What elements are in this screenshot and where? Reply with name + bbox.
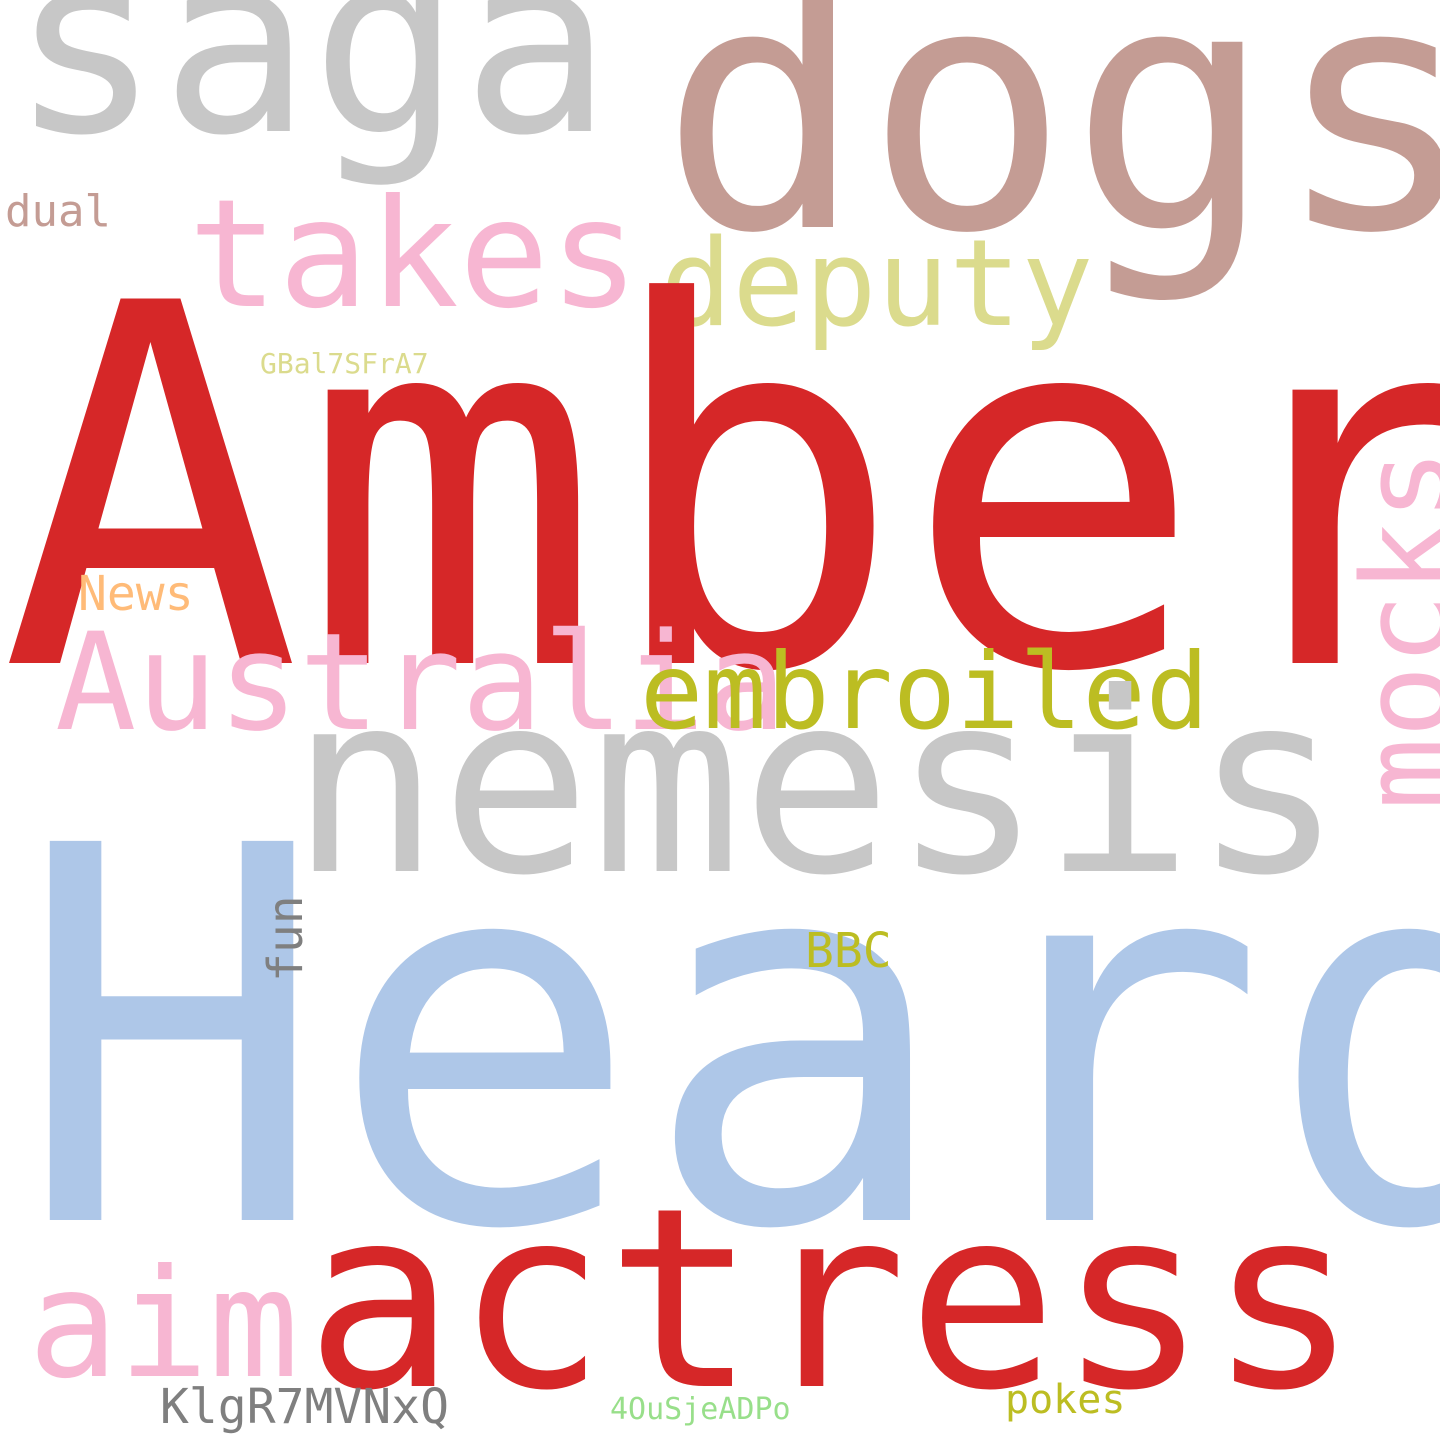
word-dual: dual <box>5 186 111 237</box>
word-australia: Australia <box>55 604 787 761</box>
word-amber: Amber <box>0 199 1440 781</box>
word-pokes: pokes <box>1005 1377 1126 1423</box>
word-news: News <box>78 566 194 622</box>
word-dogs: dogs <box>660 0 1440 308</box>
word-embroiled: embroiled <box>640 631 1209 753</box>
word-nemesis: nemesis <box>290 639 1344 930</box>
word-saga: saga <box>10 0 613 190</box>
word-deputy: deputy <box>660 215 1094 354</box>
word-aim: aim <box>28 1238 299 1412</box>
word-fun: fun <box>258 895 314 982</box>
word-actress: actress <box>305 1154 1359 1440</box>
word-gbal7sfra7: GBal7SFrA7 <box>260 347 429 380</box>
word-takes: takes <box>188 168 640 342</box>
word-klgr7mvnxq: KlgR7MVNxQ <box>160 1379 449 1435</box>
word-heard: Heard <box>15 737 1440 1343</box>
word-bbc: BBC <box>805 923 892 979</box>
word-4ousjeadpo: 4OuSjeADPo <box>610 1392 791 1427</box>
